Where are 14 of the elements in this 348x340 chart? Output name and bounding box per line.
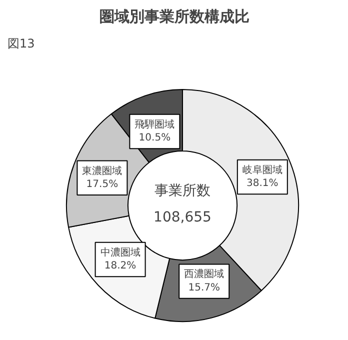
data-label: 18.2% <box>104 260 136 272</box>
text: 108,655 <box>154 210 212 226</box>
caption: 図13 <box>8 36 35 51</box>
slice-label: 中濃圏域 <box>100 246 140 258</box>
data-label: 38.1% <box>246 178 278 190</box>
data-label: 15.7% <box>188 282 220 294</box>
data-label: 10.5% <box>138 132 171 144</box>
slice-label: 飛騨圏域 <box>134 118 175 130</box>
slice-label: 西濃圏域 <box>184 268 224 280</box>
text: 事業所数 <box>154 182 210 199</box>
slice-label: 岐阜圏域 <box>242 164 282 176</box>
data-label: 17.5% <box>86 178 118 190</box>
slice-label: 東濃圏域 <box>82 164 122 177</box>
chart-title: 圏域別事業所数構成比 <box>100 8 250 26</box>
